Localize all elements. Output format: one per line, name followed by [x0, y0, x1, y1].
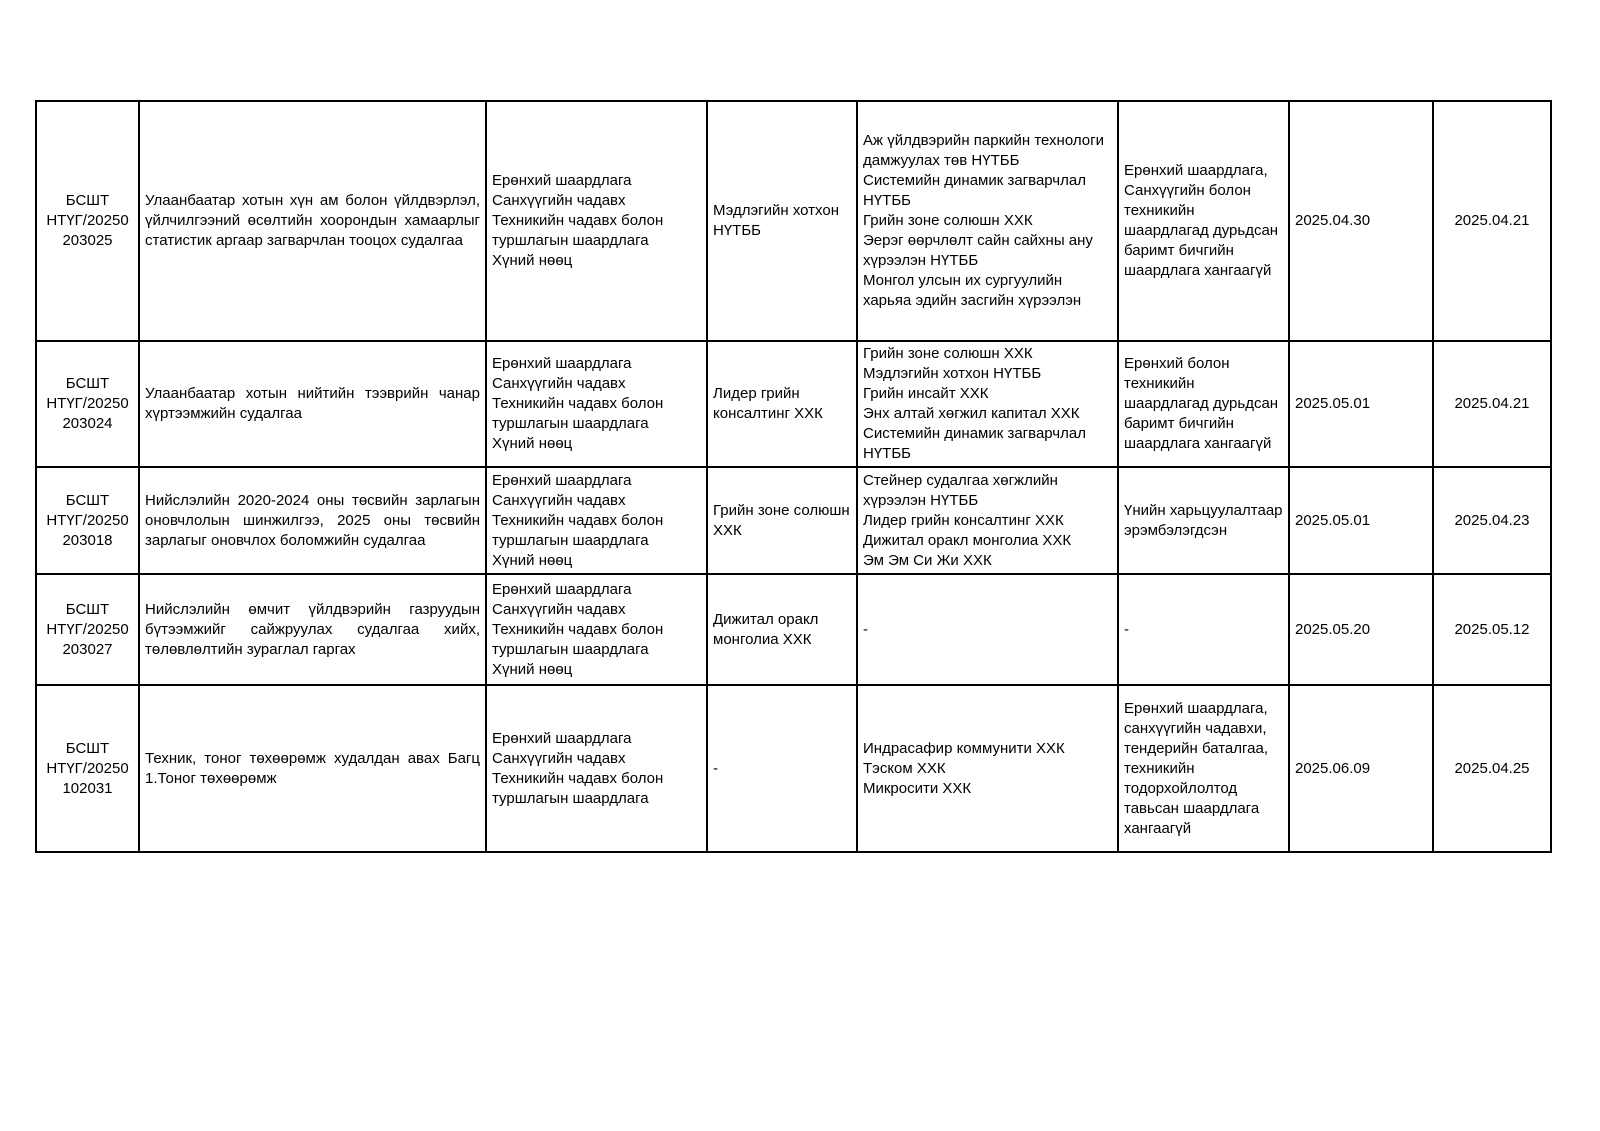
cell-date-1: 2025.05.01: [1288, 340, 1434, 468]
cell-date-2: 2025.04.23: [1432, 466, 1552, 575]
table-row: БСШТ НТҮГ/20250 203027 Нийслэлийн өмчит …: [35, 573, 1552, 686]
table-row: БСШТ НТҮГ/20250 203024 Улаанбаатар хотын…: [35, 340, 1552, 468]
cell-requirements: Ерөнхий шаардлага Санхүүгийн чадавх Техн…: [485, 573, 708, 686]
cell-status: Үнийн харьцуулалтаар эрэмбэлэгдсэн: [1117, 466, 1290, 575]
cell-date-2: 2025.04.25: [1432, 684, 1552, 853]
cell-company: -: [706, 684, 858, 853]
cell-requirements: Ерөнхий шаардлага Санхүүгийн чадавх Техн…: [485, 684, 708, 853]
cell-requirements: Ерөнхий шаардлага Санхүүгийн чадавх Техн…: [485, 466, 708, 575]
cell-tender-id: БСШТ НТҮГ/20250 203018: [35, 466, 140, 575]
cell-date-1: 2025.05.01: [1288, 466, 1434, 575]
cell-status: -: [1117, 573, 1290, 686]
cell-company: Мэдлэгийн хотхон НҮТББ: [706, 100, 858, 342]
cell-participants: Аж үйлдвэрийн паркийн технологи дамжуула…: [856, 100, 1119, 342]
cell-description: Улаанбаатар хотын нийтийн тээврийн чанар…: [138, 340, 487, 468]
cell-company: Дижитал оракл монголиа ХХК: [706, 573, 858, 686]
cell-date-1: 2025.04.30: [1288, 100, 1434, 342]
cell-description: Нийслэлийн 2020-2024 оны төсвийн зарлагы…: [138, 466, 487, 575]
cell-description: Техник, тоног төхөөрөмж худалдан авах Ба…: [138, 684, 487, 853]
cell-date-1: 2025.05.20: [1288, 573, 1434, 686]
cell-requirements: Ерөнхий шаардлага Санхүүгийн чадавх Техн…: [485, 340, 708, 468]
cell-participants: Грийн зоне солюшн ХХК Мэдлэгийн хотхон Н…: [856, 340, 1119, 468]
cell-participants: -: [856, 573, 1119, 686]
table-row: БСШТ НТҮГ/20250 102031 Техник, тоног төх…: [35, 684, 1552, 853]
cell-company: Грийн зоне солюшн ХХК: [706, 466, 858, 575]
cell-company: Лидер грийн консалтинг ХХК: [706, 340, 858, 468]
cell-date-2: 2025.05.12: [1432, 573, 1552, 686]
cell-status: Ерөнхий болон техникийн шаардлагад дурьд…: [1117, 340, 1290, 468]
cell-tender-id: БСШТ НТҮГ/20250 203024: [35, 340, 140, 468]
cell-description: Нийслэлийн өмчит үйлдвэрийн газруудын бү…: [138, 573, 487, 686]
cell-date-1: 2025.06.09: [1288, 684, 1434, 853]
cell-tender-id: БСШТ НТҮГ/20250 203025: [35, 100, 140, 342]
cell-status: Ерөнхий шаардлага, санхүүгийн чадавхи, т…: [1117, 684, 1290, 853]
cell-participants: Стейнер судалгаа хөгжлийн хүрээлэн НҮТББ…: [856, 466, 1119, 575]
cell-date-2: 2025.04.21: [1432, 340, 1552, 468]
cell-status: Ерөнхий шаардлага, Санхүүгийн болон техн…: [1117, 100, 1290, 342]
cell-participants: Индрасафир коммунити ХХК Тэском ХХК Микр…: [856, 684, 1119, 853]
cell-date-2: 2025.04.21: [1432, 100, 1552, 342]
cell-requirements: Ерөнхий шаардлага Санхүүгийн чадавх Техн…: [485, 100, 708, 342]
table-row: БСШТ НТҮГ/20250 203018 Нийслэлийн 2020-2…: [35, 466, 1552, 575]
tender-results-table: БСШТ НТҮГ/20250 203025 Улаанбаатар хотын…: [35, 100, 1552, 853]
table-row: БСШТ НТҮГ/20250 203025 Улаанбаатар хотын…: [35, 100, 1552, 342]
cell-description: Улаанбаатар хотын хүн ам болон үйлдвэрлэ…: [138, 100, 487, 342]
cell-tender-id: БСШТ НТҮГ/20250 203027: [35, 573, 140, 686]
cell-tender-id: БСШТ НТҮГ/20250 102031: [35, 684, 140, 853]
